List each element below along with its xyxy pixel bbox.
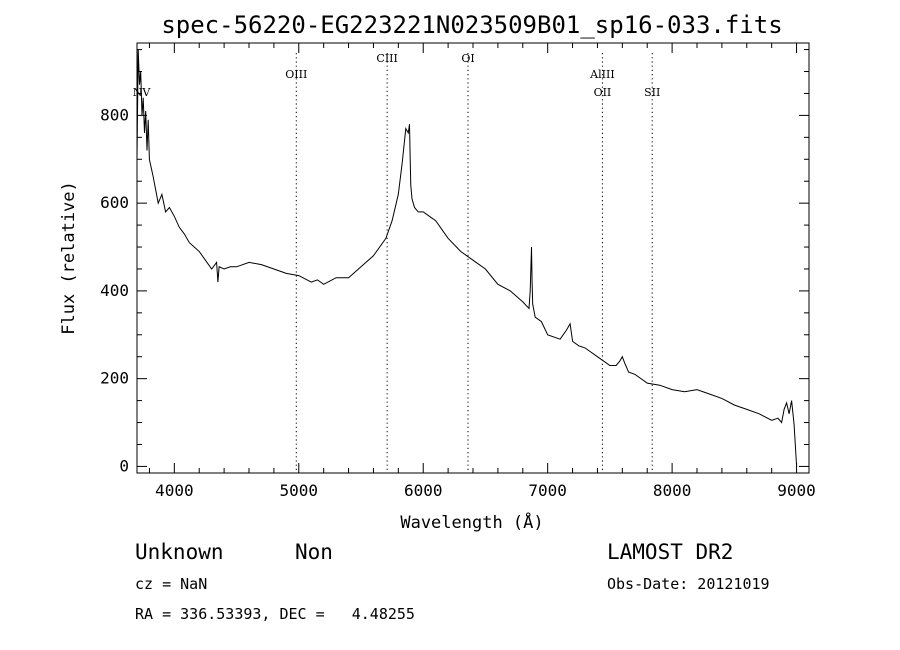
observation-date: Obs-Date: 20121019 bbox=[607, 575, 770, 593]
y-tick-label: 600 bbox=[100, 193, 129, 212]
emission-line-label: OIII bbox=[285, 68, 307, 81]
emission-line-markers: NV OIII CIII OI AlIII OII SII bbox=[133, 52, 660, 473]
object-class: Unknown bbox=[135, 540, 224, 564]
axis-ticks: 4000 5000 6000 7000 8000 9000 0 200 400 600 800 bbox=[100, 43, 816, 500]
redshift-value: cz = NaN bbox=[135, 575, 208, 593]
y-tick-label: 800 bbox=[100, 105, 129, 124]
x-tick-label: 9000 bbox=[777, 481, 816, 500]
chart-title: spec-56220-EG223221N023509B01_sp16-033.f… bbox=[161, 11, 782, 39]
x-tick-label: 5000 bbox=[280, 481, 319, 500]
survey-name: LAMOST DR2 bbox=[607, 540, 734, 564]
y-axis-label: Flux (relative) bbox=[59, 181, 79, 335]
emission-line-label: AlIII bbox=[589, 68, 615, 81]
x-tick-label: 7000 bbox=[528, 481, 567, 500]
spectrum-line bbox=[136, 49, 798, 467]
emission-line-label: CIII bbox=[376, 52, 397, 65]
emission-line-label: SII bbox=[644, 86, 660, 99]
emission-line-label: OII bbox=[594, 86, 612, 99]
y-tick-label: 0 bbox=[119, 456, 129, 475]
sky-coordinates: RA = 336.53393, DEC = 4.48255 bbox=[135, 605, 415, 623]
y-tick-label: 400 bbox=[100, 281, 129, 300]
emission-line-label: NV bbox=[133, 86, 152, 99]
object-subclass: Non bbox=[295, 540, 333, 564]
x-tick-label: 6000 bbox=[404, 481, 443, 500]
x-tick-label: 4000 bbox=[155, 481, 194, 500]
plot-frame bbox=[136, 42, 810, 474]
y-tick-label: 200 bbox=[100, 369, 129, 388]
x-axis-label: Wavelength (Å) bbox=[400, 511, 543, 533]
emission-line-label: OI bbox=[461, 52, 474, 65]
x-tick-label: 8000 bbox=[653, 481, 692, 500]
